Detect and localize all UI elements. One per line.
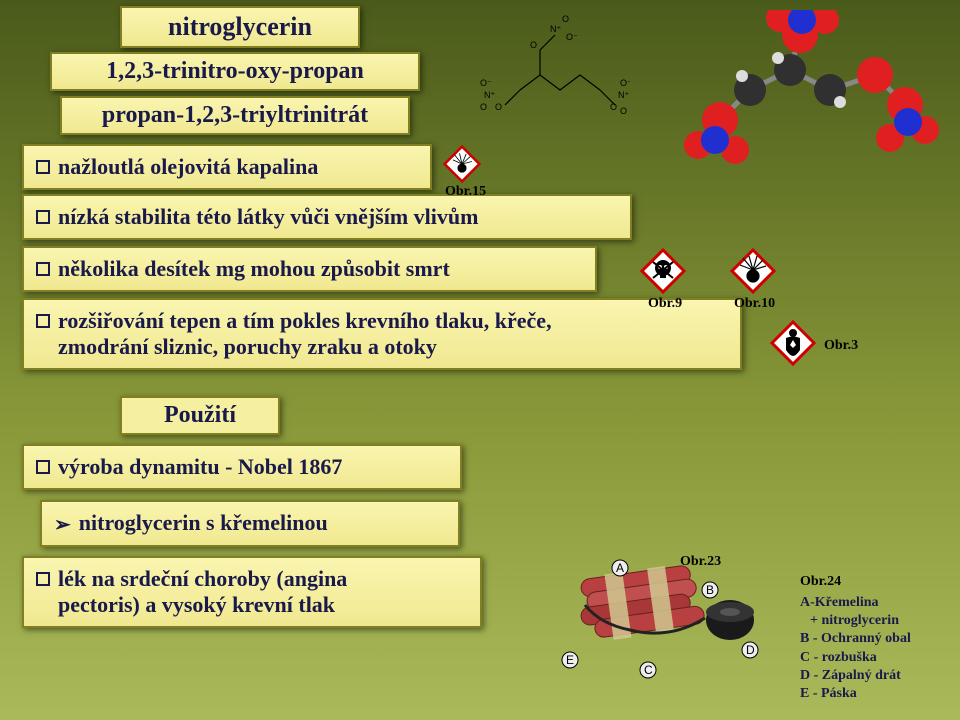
title-main-text: nitroglycerin: [168, 12, 312, 41]
square-bullet-icon: [36, 572, 50, 586]
obr10-label: Obr.10: [734, 296, 775, 312]
use-bullet-1-text: výroba dynamitu - Nobel 1867: [58, 454, 342, 480]
dynamite-illustration: A B C D E: [550, 540, 790, 700]
dynamite-legend: A-Křemelina + nitroglycerin B - Ochranný…: [800, 594, 911, 703]
use-header-text: Použití: [164, 402, 236, 428]
svg-text:O: O: [610, 102, 617, 112]
bullet-2-text: nízká stabilita této látky vůči vnějším …: [58, 204, 478, 230]
bullet-2: nízká stabilita této látky vůči vnějším …: [22, 194, 632, 240]
use-bullet-3-line1: lék na srdeční choroby (angina: [58, 566, 347, 591]
square-bullet-icon: [36, 160, 50, 174]
bullet-3: několika desítek mg mohou způsobit smrt: [22, 246, 597, 292]
use-header: Použití: [120, 396, 280, 435]
hazard-explosive: [730, 248, 776, 294]
arrow-bullet-icon: ➢: [54, 512, 71, 537]
svg-text:O⁻: O⁻: [620, 78, 630, 88]
square-bullet-icon: [36, 210, 50, 224]
square-bullet-icon: [36, 314, 50, 328]
svg-text:A: A: [616, 561, 624, 575]
legend-c: C - rozbuška: [800, 649, 911, 667]
svg-text:C: C: [644, 663, 653, 677]
bullet-4-line1: rozšiřování tepen a tím pokles krevního …: [58, 308, 552, 333]
use-bullet-2: ➢ nitroglycerin s křemelinou: [40, 500, 460, 547]
legend-d: D - Zápalný drát: [800, 667, 911, 685]
svg-text:O⁻: O⁻: [480, 78, 492, 88]
bullet-4: rozšiřování tepen a tím pokles krevního …: [22, 298, 742, 370]
use-bullet-2-text: nitroglycerin s křemelinou: [79, 510, 328, 536]
legend-a2: + nitroglycerin: [800, 612, 911, 630]
svg-text:N⁺: N⁺: [484, 90, 495, 100]
svg-text:N⁺: N⁺: [550, 24, 561, 34]
title-sub2-text: propan-1,2,3-triyltrinitrát: [102, 102, 368, 128]
svg-text:N⁺: N⁺: [618, 90, 629, 100]
bullet-4-line2: zmodrání sliznic, poruchy zraku a otoky: [58, 334, 437, 359]
molecule-3d: [680, 10, 940, 180]
obr9-label: Obr.9: [648, 296, 682, 312]
obr3-label: Obr.3: [824, 338, 858, 354]
svg-text:O⁻: O⁻: [566, 32, 578, 42]
svg-text:D: D: [746, 643, 755, 657]
svg-text:O: O: [495, 102, 502, 112]
bullet-3-text: několika desítek mg mohou způsobit smrt: [58, 256, 450, 282]
legend-e: E - Páska: [800, 685, 911, 703]
hazard-explosive-small: [443, 145, 481, 183]
legend-b: B - Ochranný obal: [800, 630, 911, 648]
hazard-skull: [640, 248, 686, 294]
title-sub1-text: 1,2,3-trinitro-oxy-propan: [106, 58, 364, 84]
bullet-1-text: nažloutlá olejovitá kapalina: [58, 154, 318, 180]
legend-a: A-Křemelina: [800, 594, 911, 612]
title-sub2: propan-1,2,3-triyltrinitrát: [60, 96, 410, 135]
use-bullet-1: výroba dynamitu - Nobel 1867: [22, 444, 462, 490]
structural-formula: ON⁺ OO⁻ ON⁺ O⁻O ON⁺ O⁻O: [480, 10, 630, 130]
obr23-label: Obr.23: [680, 554, 721, 570]
square-bullet-icon: [36, 460, 50, 474]
use-bullet-3: lék na srdeční choroby (angina pectoris)…: [22, 556, 482, 628]
svg-text:O: O: [480, 102, 487, 112]
svg-text:B: B: [706, 583, 714, 597]
square-bullet-icon: [36, 262, 50, 276]
obr15-label: Obr.15: [445, 184, 486, 200]
title-main: nitroglycerin: [120, 6, 360, 48]
obr24-label: Obr.24: [800, 574, 841, 590]
svg-text:E: E: [566, 653, 574, 667]
svg-text:O: O: [530, 40, 537, 50]
bullet-4-text: rozšiřování tepen a tím pokles krevního …: [58, 308, 552, 360]
use-bullet-3-line2: pectoris) a vysoký krevní tlak: [58, 592, 335, 617]
svg-text:O: O: [620, 106, 627, 116]
title-sub1: 1,2,3-trinitro-oxy-propan: [50, 52, 420, 91]
hazard-health: [770, 320, 816, 366]
svg-text:O: O: [562, 14, 569, 24]
bullet-1: nažloutlá olejovitá kapalina: [22, 144, 432, 190]
use-bullet-3-text: lék na srdeční choroby (angina pectoris)…: [58, 566, 347, 618]
